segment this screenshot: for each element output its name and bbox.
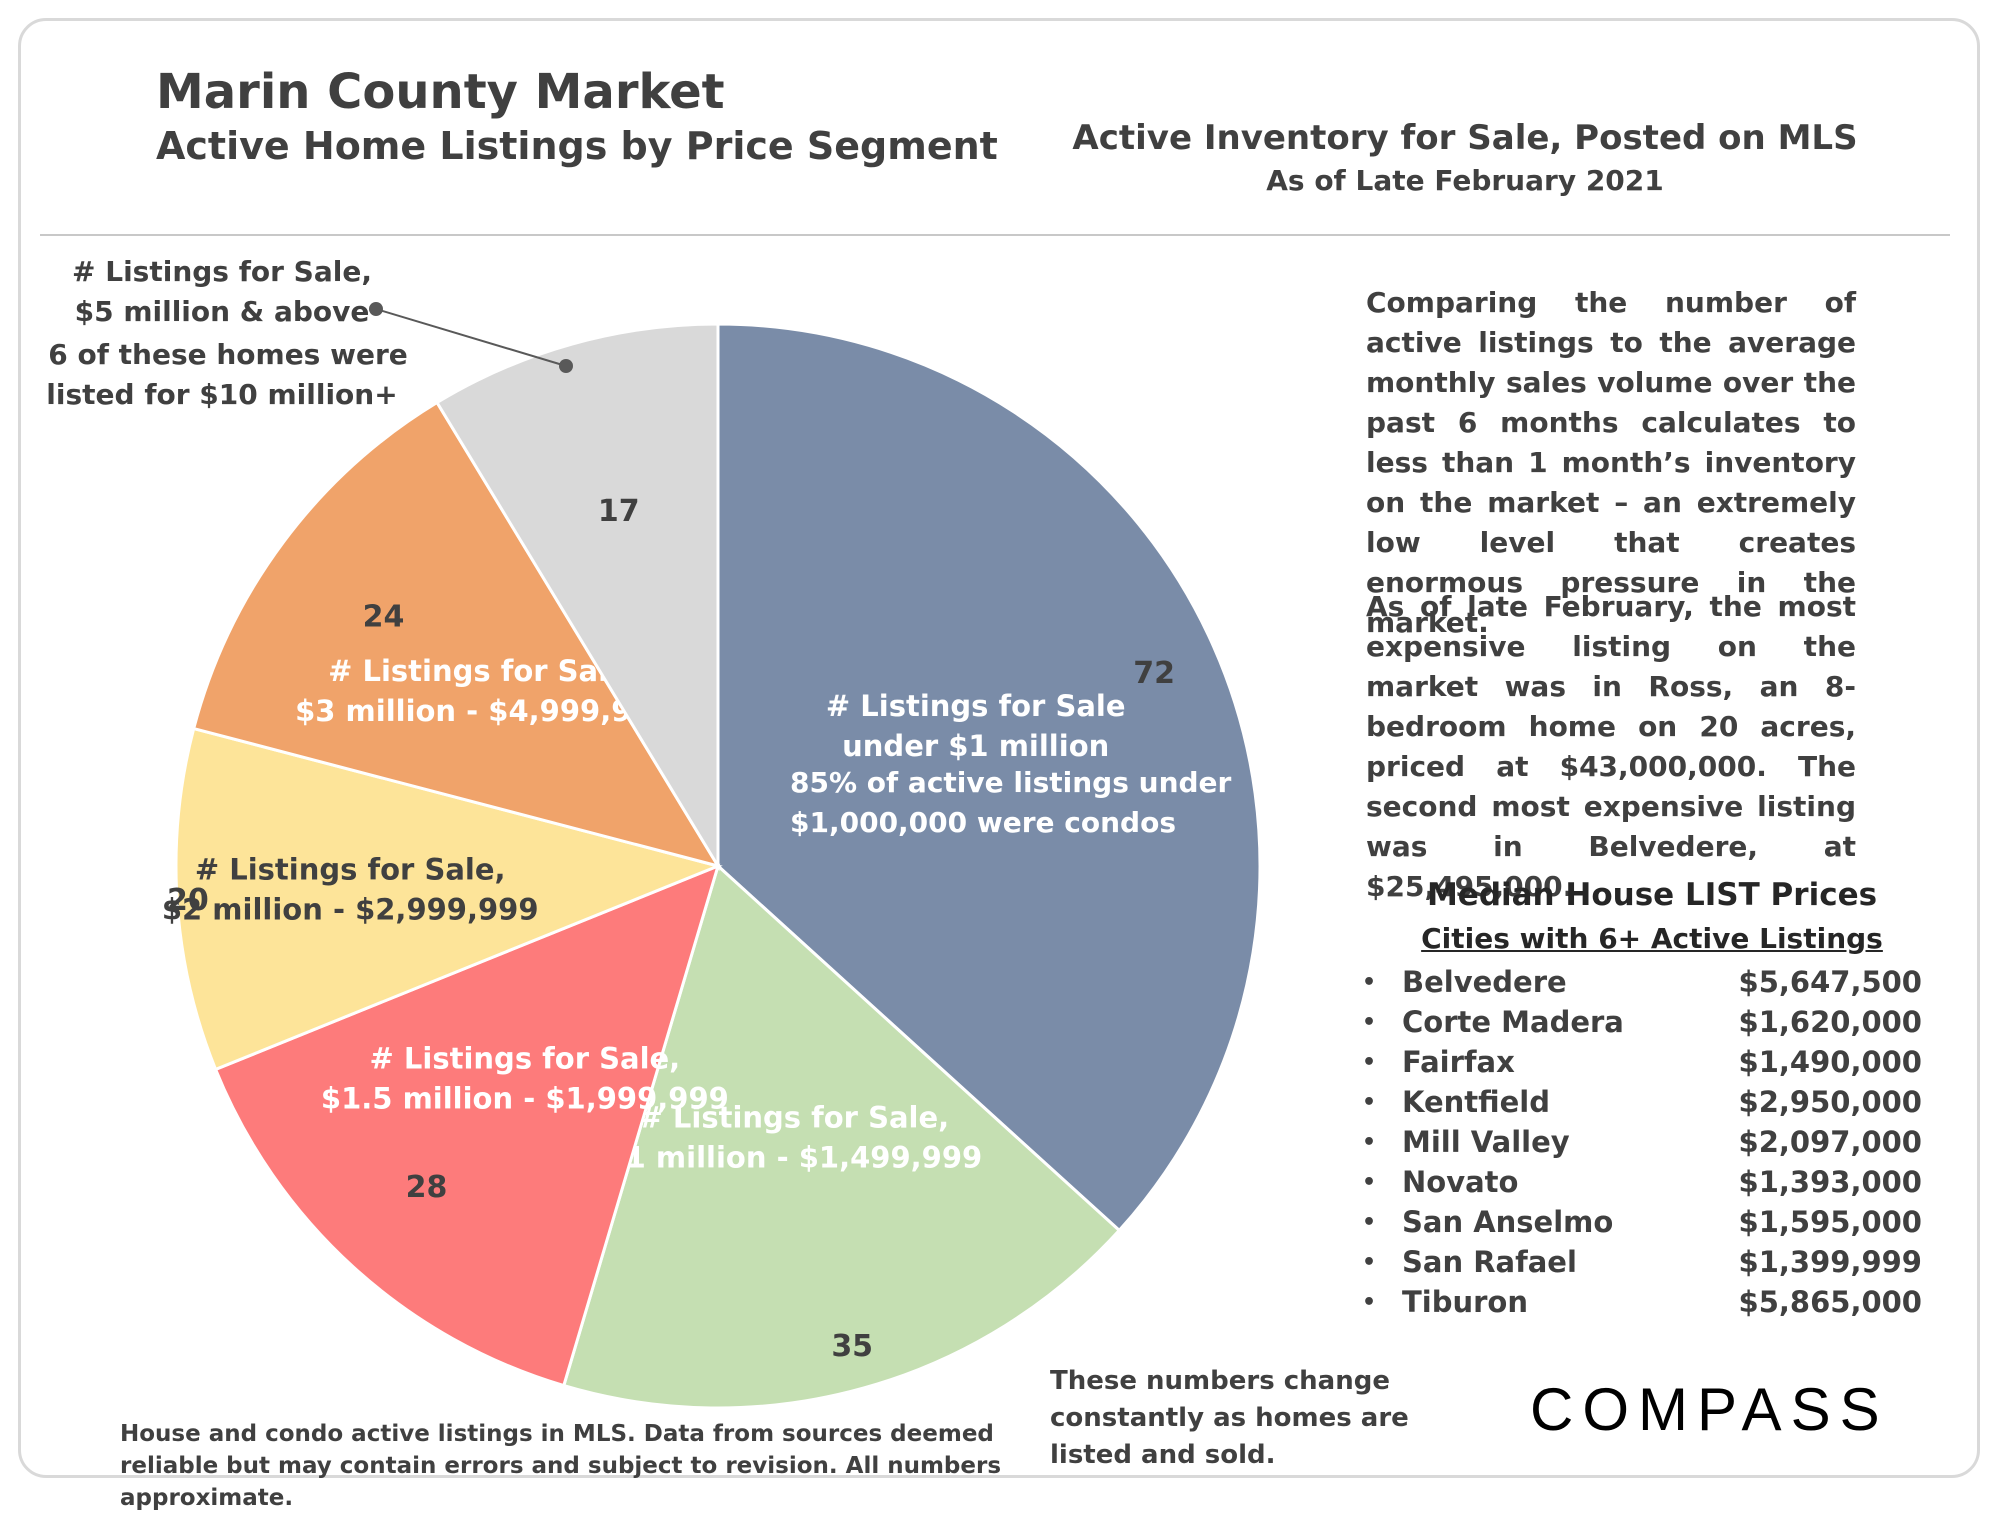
list-item: • Fairfax $1,490,000 [1362,1042,1922,1082]
city-price: $1,393,000 [1738,1165,1922,1199]
bullet-icon: • [1362,1249,1377,1275]
bullet-icon: • [1362,1049,1377,1075]
callout-label-5m: $5 million & above [75,295,370,328]
header-divider [40,234,1950,236]
callout-dot [559,359,573,373]
city-price: $2,950,000 [1738,1085,1922,1119]
pie-chart: 72# Listings for Sale under $1 million 35 #… [46,255,1262,1410]
inventory-title: Active Inventory for Sale, Posted on MLS [1072,118,1858,158]
callout-label-5m: # Listings for Sale, [72,255,372,288]
slice-category-label: $2 million - $2,999,999 [162,893,539,927]
pie-slice [174,726,723,1072]
changing-numbers-note: These numbers change constantly as homes… [1050,1366,1409,1470]
city-price: $1,399,999 [1738,1245,1922,1279]
median-prices-list: • Belvedere $5,647,500 • Corte Madera $1,620… [1362,962,1922,1322]
city-name: Kentfield [1402,1085,1551,1119]
median-prices-subtitle: Cities with 6+ Active Listings [1421,922,1883,955]
city-price: $2,097,000 [1738,1125,1922,1159]
slice-category-label: # Listings for Sale [826,689,1126,723]
compass-logo-text: COMPASS [1530,1378,1889,1438]
pie-slice [716,322,1262,1233]
slice-value-label: 24 [363,599,405,634]
list-item: • Mill Valley $2,097,000 [1362,1122,1922,1162]
inventory-subtitle: As of Late February 2021 [1266,164,1664,197]
city-name: San Rafael [1402,1245,1577,1279]
city-price: $5,865,000 [1738,1285,1922,1319]
slice-category-label: under $1 million [842,729,1109,763]
callout-leader-line [375,308,567,367]
slice-category-label: # Listings for Sale, [328,654,639,688]
city-name: Corte Madera [1402,1005,1624,1039]
pie-slice [561,863,1122,1410]
list-item: • San Rafael $1,399,999 [1362,1242,1922,1282]
city-price: $1,490,000 [1738,1045,1922,1079]
bullet-icon: • [1362,1129,1377,1155]
slice-value-label: 35 [831,1329,873,1364]
city-price: $1,620,000 [1738,1005,1922,1039]
condo-share-note: 85% of active listings under [790,766,1232,799]
slice-category-label: $1 million - $1,499,999 [605,1140,982,1174]
slice-value-label: 72 [1133,656,1175,691]
list-item: • San Anselmo $1,595,000 [1362,1202,1922,1242]
page-subtitle: Active Home Listings by Price Segment [156,124,998,168]
city-name: Mill Valley [1402,1125,1570,1159]
pie-slice [213,863,721,1388]
slice-category-label: # Listings for Sale, [370,1042,681,1076]
compass-logo: COMPASS [1530,1378,1889,1438]
callout-label-5m: listed for $10 million+ [46,378,397,411]
slice-value-label: 17 [598,494,640,529]
pie-slice [434,322,720,872]
list-item: • Novato $1,393,000 [1362,1162,1922,1202]
list-item: • Belvedere $5,647,500 [1362,962,1922,1002]
slice-category-label: # Listings for Sale, [195,853,506,887]
city-price: $1,595,000 [1738,1205,1922,1239]
condo-share-note: $1,000,000 were condos [790,806,1176,839]
bullet-icon: • [1362,1009,1377,1035]
commentary-paragraph-1: Comparing the number of active listings … [1366,286,1856,639]
list-item: • Kentfield $2,950,000 [1362,1082,1922,1122]
bullet-icon: • [1362,969,1377,995]
list-item: • Corte Madera $1,620,000 [1362,1002,1922,1042]
card-frame [18,18,1980,1478]
bullet-icon: • [1362,1089,1377,1115]
slice-category-label: $3 million - $4,999,999 [295,694,672,728]
city-name: San Anselmo [1402,1205,1614,1239]
bullet-icon: • [1362,1169,1377,1195]
data-disclaimer: House and condo active listings in MLS. … [120,1421,1002,1511]
slice-category-label: # Listings for Sale, [639,1100,950,1134]
callout-dot [369,302,383,316]
slice-value-label: 28 [406,1170,448,1205]
list-item: • Tiburon $5,865,000 [1362,1282,1922,1322]
commentary-paragraph-2: As of late February, the most expensive … [1366,590,1856,903]
city-name: Tiburon [1402,1285,1528,1319]
callout-label-5m: 6 of these homes were [48,338,408,371]
city-name: Belvedere [1402,965,1567,999]
median-prices-title: Median House LIST Prices [1426,877,1878,913]
slice-value-label: 20 [167,883,209,918]
city-name: Novato [1402,1165,1519,1199]
page-title: Marin County Market [156,64,725,120]
pie-slice [191,400,722,869]
slice-category-label: $1.5 million - $1,999,999 [321,1082,729,1116]
bullet-icon: • [1362,1289,1377,1315]
city-name: Fairfax [1402,1045,1515,1079]
city-price: $5,647,500 [1738,965,1922,999]
bullet-icon: • [1362,1209,1377,1235]
